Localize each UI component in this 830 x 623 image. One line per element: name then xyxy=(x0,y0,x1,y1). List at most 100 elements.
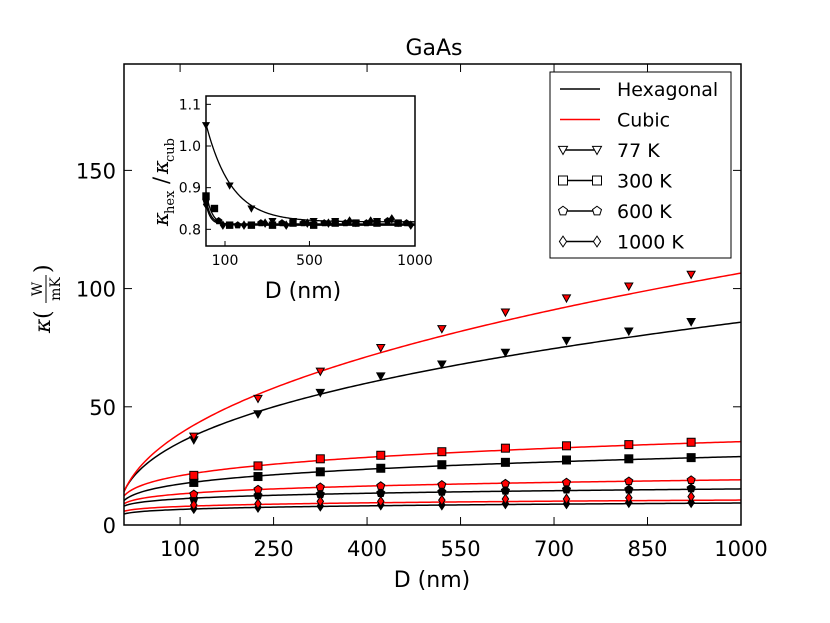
inset-x-tick-label-1: 500 xyxy=(296,253,323,269)
inset-data-point-s1-6 xyxy=(309,221,318,229)
legend-marker-left-4 xyxy=(557,205,569,216)
data-point-s0-1 xyxy=(253,410,263,419)
data-point-s7-1 xyxy=(254,498,262,510)
legend-box xyxy=(549,71,732,259)
legend-label-2: 77 K xyxy=(617,140,660,162)
x-tick-label-1: 250 xyxy=(254,537,294,561)
inset-data-point-s1-10 xyxy=(394,219,402,227)
y-label-kappa: κ xyxy=(31,318,56,334)
chart-title: GaAs xyxy=(405,36,462,61)
series-line-0 xyxy=(123,321,742,492)
data-point-s7-5 xyxy=(501,493,510,505)
inset-data-point-s1-1 xyxy=(210,204,219,213)
inset-y-label-kappa-1: κ xyxy=(149,212,173,227)
inset-y-axis-label: κ hex / κ cub xyxy=(149,138,178,227)
legend-label-5: 1000 K xyxy=(617,232,684,254)
inset-data-point-s2-4 xyxy=(278,219,286,227)
data-point-s0-6 xyxy=(561,336,572,346)
legend-marker-left-3 xyxy=(558,175,568,186)
data-point-s0-3 xyxy=(375,372,386,382)
data-point-s1-7 xyxy=(623,282,634,292)
inset-data-point-s0-2 xyxy=(247,205,256,213)
legend-marker-left-5 xyxy=(558,235,568,248)
main-x-axis-label: D (nm) xyxy=(394,568,470,593)
inset-data-point-s1-4 xyxy=(268,221,277,229)
main-curves xyxy=(123,272,742,515)
main-plot-area: GaAs 100 250 400 550 700 850 1000 0 50 100 150 D … xyxy=(30,36,768,593)
inset-x-axis-ticks: 100 500 1000 xyxy=(212,241,433,269)
data-point-s1-3 xyxy=(375,343,386,353)
series-line-5 xyxy=(123,479,742,505)
inset-data-point-s1-9 xyxy=(373,219,381,227)
data-point-s7-8 xyxy=(687,490,695,503)
data-point-s1-0 xyxy=(188,432,199,442)
data-point-s2-8 xyxy=(686,453,696,463)
main-x-axis-ticks: 100 250 400 550 700 850 1000 xyxy=(160,64,768,561)
inset-x-axis-label: D (nm) xyxy=(265,279,341,304)
inset-data-point-s3-1 xyxy=(219,220,227,230)
legend-items: Hexagonal Cubic 77 K 300 K 600 K 1000 K xyxy=(557,79,718,254)
inset-data-point-s1-2 xyxy=(225,221,234,229)
inset-data-point-s1-3 xyxy=(247,221,256,229)
inset-data-point-s3-10 xyxy=(407,220,414,230)
inset-data-point-s3-8 xyxy=(367,216,374,226)
inset-data-point-s3-2 xyxy=(240,220,248,230)
legend-label-4: 600 K xyxy=(617,201,672,223)
series-line-4 xyxy=(123,488,742,507)
inset-data-point-s3-5 xyxy=(304,218,311,228)
data-point-s1-8 xyxy=(686,270,696,280)
data-point-s0-4 xyxy=(437,360,447,370)
legend-marker-right-3 xyxy=(592,175,602,186)
inset-markers xyxy=(201,122,414,230)
legend-marker-right-5 xyxy=(592,235,602,248)
data-point-s0-7 xyxy=(623,327,634,337)
inset-data-point-s1-8 xyxy=(352,219,360,227)
data-point-s5-5 xyxy=(500,478,510,488)
data-point-s2-4 xyxy=(437,460,447,470)
data-point-s5-2 xyxy=(315,482,325,492)
data-point-s3-2 xyxy=(315,454,325,464)
inset-data-point-s1-7 xyxy=(331,219,339,227)
inset-data-point-s3-4 xyxy=(283,220,290,230)
y-tick-label-0: 0 xyxy=(103,514,116,538)
inset-y-tick-label-0: 0.8 xyxy=(179,222,201,238)
main-y-axis-ticks: 0 50 100 150 xyxy=(76,159,741,538)
legend-marker-right-4 xyxy=(591,205,603,216)
y-label-unit-denominator: mK xyxy=(48,277,64,301)
y-label-close-paren: ) xyxy=(31,264,56,273)
inset-y-tick-label-1: 0.9 xyxy=(179,181,201,197)
inset-data-point-s1-5 xyxy=(289,219,297,227)
series-line-3 xyxy=(123,440,742,497)
inset-data-point-s0-5 xyxy=(309,217,318,226)
x-tick-label-4: 700 xyxy=(534,537,574,561)
main-markers xyxy=(188,270,696,515)
series-line-2 xyxy=(123,455,742,502)
y-label-open-paren: ( xyxy=(31,310,56,319)
data-point-s5-4 xyxy=(437,479,447,489)
data-point-s3-7 xyxy=(624,440,634,450)
x-tick-label-2: 400 xyxy=(347,537,387,561)
inset-data-point-s2-10 xyxy=(402,219,411,227)
y-tick-label-1: 50 xyxy=(89,396,116,420)
inset-data-point-s0-1 xyxy=(225,182,234,190)
inset-x-tick-label-0: 100 xyxy=(212,253,239,269)
x-tick-label-6: 1000 xyxy=(714,537,767,561)
series-line-7 xyxy=(123,499,742,513)
data-point-s3-5 xyxy=(500,443,510,453)
data-point-s7-7 xyxy=(625,492,633,504)
legend-label-0: Hexagonal xyxy=(617,79,718,101)
data-point-s5-0 xyxy=(189,489,199,499)
data-point-s5-7 xyxy=(624,476,634,486)
legend-marker-left-2 xyxy=(557,145,569,156)
y-tick-label-2: 100 xyxy=(76,278,116,302)
x-tick-label-3: 550 xyxy=(440,537,480,561)
legend-marker-right-2 xyxy=(591,145,603,156)
data-point-s7-6 xyxy=(562,493,571,505)
data-point-s2-2 xyxy=(315,467,325,477)
inset-data-point-s3-7 xyxy=(346,216,353,226)
x-tick-label-0: 100 xyxy=(160,537,200,561)
data-point-s5-1 xyxy=(253,484,263,494)
data-point-s7-4 xyxy=(438,494,446,506)
data-point-s1-1 xyxy=(253,394,263,404)
